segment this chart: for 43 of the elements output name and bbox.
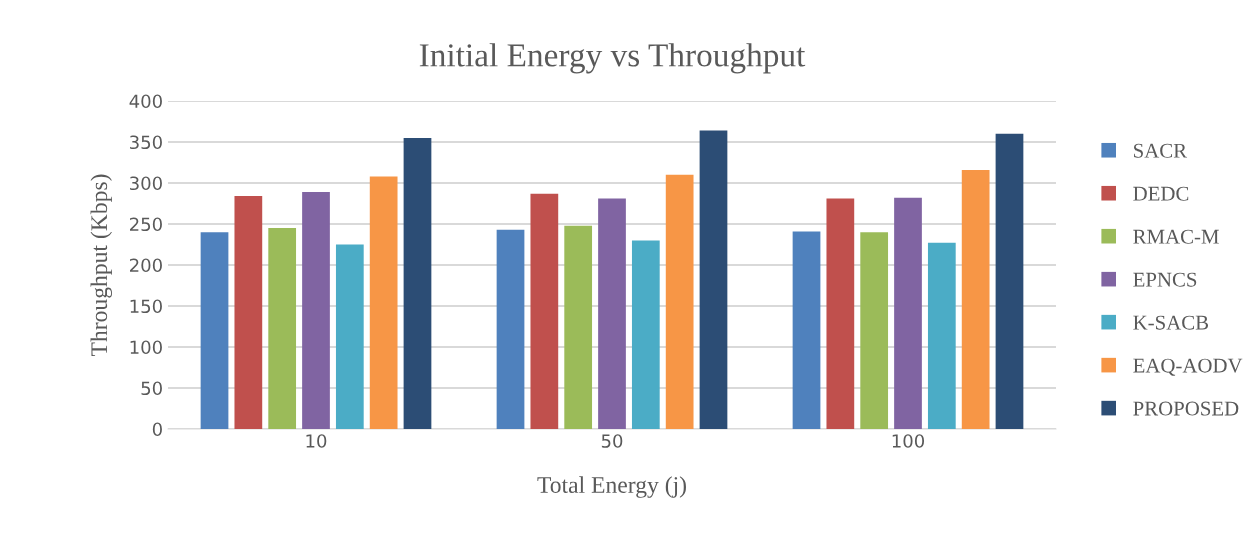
bar (995, 133, 1024, 429)
bar (530, 193, 559, 429)
bar (335, 244, 364, 429)
bar (564, 225, 593, 429)
legend-label: EAQ-AODV (1133, 358, 1243, 376)
bar (665, 174, 694, 429)
bar (598, 198, 626, 429)
chart-title: Initial Energy vs Throughput (419, 43, 806, 74)
y-tick-label: 350 (130, 135, 162, 150)
x-tick-label: 50 (601, 434, 623, 448)
y-tick-label: 250 (130, 217, 162, 232)
y-tick-label: 150 (130, 299, 162, 314)
bar (894, 197, 922, 429)
bar (403, 137, 432, 429)
legend-label: K-SACB (1133, 315, 1209, 330)
bar (961, 169, 990, 429)
bar (927, 242, 956, 429)
y-tick-label: 400 (129, 94, 162, 109)
x-tick-label: 10 (306, 434, 327, 448)
x-tick-label: 100 (892, 434, 925, 448)
bar (631, 240, 660, 429)
bar (699, 130, 728, 429)
bar (369, 176, 398, 429)
bar (302, 192, 330, 429)
y-axis-title: Throughput (Kbps) (90, 174, 113, 357)
bar (496, 229, 525, 429)
bar (268, 228, 297, 429)
y-tick-label: 100 (130, 340, 162, 355)
bar (826, 198, 855, 429)
bar (792, 231, 821, 429)
y-tick-label: 50 (141, 381, 162, 396)
legend-label: RMAC-M (1133, 229, 1219, 244)
legend-label: EPNCS (1133, 272, 1197, 287)
x-axis-title: Total Energy (j) (537, 476, 686, 498)
y-tick-label: 200 (130, 258, 162, 273)
legend-label: SACR (1134, 143, 1188, 158)
y-tick-label: 0 (152, 422, 162, 437)
bar (200, 232, 229, 429)
bar (234, 196, 263, 429)
legend-label: DEDC (1133, 186, 1189, 201)
y-tick-label: 300 (130, 176, 162, 191)
bar (860, 232, 889, 429)
legend-label: PROPOSED (1133, 401, 1239, 416)
